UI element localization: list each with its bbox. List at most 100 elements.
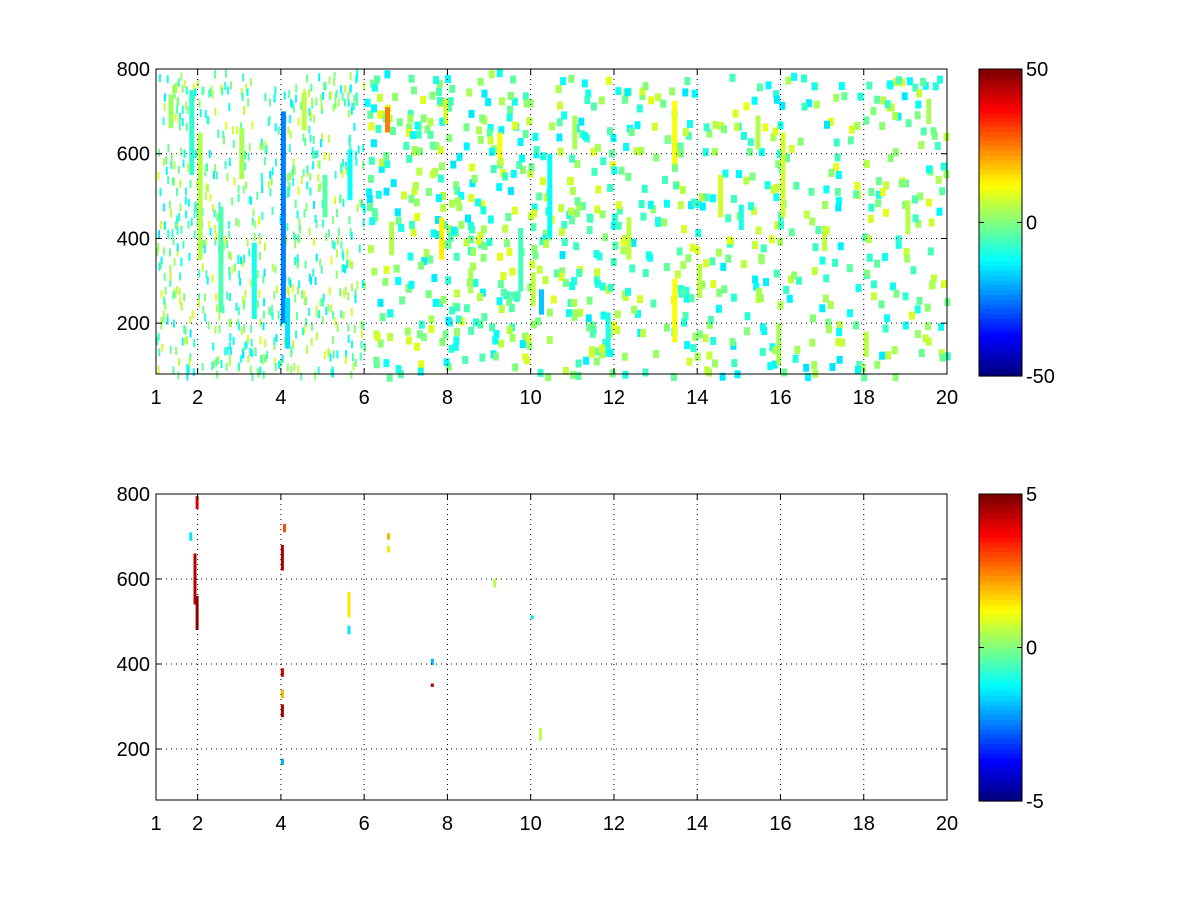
heatmap-cell [355, 157, 358, 166]
heatmap-cell [202, 306, 205, 314]
heatmap-cell [283, 523, 286, 533]
heatmap-cell [218, 325, 221, 333]
heatmap-cell [331, 239, 334, 248]
heatmap-cell [868, 188, 875, 196]
heatmap-cell [328, 152, 331, 161]
heatmap-cell [274, 362, 277, 371]
heatmap-cell [449, 306, 456, 315]
heatmap-cell [625, 287, 632, 296]
heatmap-cell [808, 187, 815, 196]
heatmap-cell [479, 353, 486, 362]
heatmap-cell [629, 264, 636, 273]
heatmap-cell [279, 319, 282, 328]
heatmap-cell [837, 242, 844, 251]
heatmap-cell [406, 128, 413, 137]
heatmap-cell [427, 130, 434, 139]
x-tick-label: 1 [150, 813, 161, 835]
heatmap-cell [292, 166, 295, 174]
colorbar-swatch [979, 781, 1022, 788]
heatmap-cell [568, 216, 575, 225]
heatmap-cell [240, 122, 243, 131]
heatmap-cell [314, 150, 317, 159]
colorbar-swatch [979, 652, 1022, 658]
heatmap-cell [696, 330, 703, 339]
heatmap-cell [390, 127, 396, 135]
heatmap-cell [283, 337, 286, 346]
heatmap-cell [215, 232, 218, 241]
heatmap-cell [607, 183, 614, 192]
heatmap-cell [251, 349, 253, 358]
heatmap-cell [481, 241, 488, 250]
heatmap-cell [170, 154, 173, 163]
heatmap-cell [395, 365, 402, 374]
heatmap-cell [293, 167, 296, 175]
heatmap-cell [691, 198, 697, 207]
colorbar-swatch [979, 685, 1022, 692]
heatmap-cell [481, 89, 488, 98]
colorbar-swatch [979, 599, 1022, 605]
y-tick-label: 200 [117, 739, 150, 761]
heatmap-cell [212, 342, 215, 351]
heatmap-cell [336, 323, 339, 332]
heatmap-cell [449, 84, 456, 93]
heatmap-cell [411, 86, 417, 95]
colorbar-swatch [979, 503, 1022, 509]
heatmap-cell [680, 289, 687, 298]
heatmap-cell [686, 357, 693, 366]
heatmap-cell [228, 266, 231, 275]
heatmap-cell [306, 165, 309, 174]
heatmap-cell [205, 270, 208, 279]
heatmap-cell [683, 294, 690, 303]
heatmap-cell [680, 261, 687, 270]
heatmap-cell [194, 203, 197, 212]
heatmap-cell [345, 350, 347, 359]
heatmap-cell [385, 107, 390, 133]
x-tick-label: 14 [686, 813, 708, 835]
heatmap-cell [469, 179, 476, 188]
heatmap-cell [382, 277, 389, 286]
heatmap-cell [262, 275, 265, 284]
heatmap-cell [848, 125, 855, 134]
heatmap-cell [286, 223, 289, 231]
heatmap-cell [163, 247, 166, 256]
heatmap-cell [930, 127, 937, 136]
heatmap-cell [474, 198, 481, 207]
colorbar-swatch [979, 661, 1022, 668]
heatmap-cell [676, 247, 683, 256]
heatmap-cell [477, 135, 484, 144]
heatmap-cell [290, 365, 293, 374]
heatmap-cell [403, 141, 410, 150]
heatmap-cell [520, 165, 526, 174]
heatmap-cell [334, 196, 336, 205]
heatmap-cell [362, 218, 365, 227]
x-tick-label: 8 [442, 387, 453, 409]
heatmap-cell [193, 230, 196, 239]
heatmap-cell [269, 170, 272, 179]
heatmap-cell [712, 359, 718, 368]
heatmap-cell [593, 250, 600, 259]
heatmap-cell [920, 77, 927, 86]
heatmap-cell [368, 174, 374, 183]
heatmap-cell [288, 90, 291, 98]
heatmap-cell [166, 75, 169, 84]
heatmap-cell [301, 290, 304, 299]
heatmap-cell [410, 131, 416, 140]
grid [156, 494, 947, 800]
colorbar-tick-label: -50 [1026, 366, 1055, 388]
heatmap-cell [710, 337, 717, 345]
heatmap-cell [456, 152, 463, 161]
heatmap-cell [835, 338, 842, 346]
heatmap-cell [655, 93, 661, 102]
heatmap-cell [259, 366, 262, 375]
heatmap-cell [793, 181, 800, 190]
heatmap-cell [721, 125, 727, 134]
heatmap-cell [306, 345, 308, 354]
heatmap-cell [585, 314, 592, 323]
heatmap-cell [788, 228, 795, 237]
heatmap-cell [902, 200, 909, 209]
heatmap-cell [663, 263, 670, 271]
heatmap-cell [562, 366, 569, 375]
heatmap-cell [407, 114, 414, 123]
heatmap-cell [469, 225, 476, 234]
heatmap-cell [528, 163, 535, 172]
